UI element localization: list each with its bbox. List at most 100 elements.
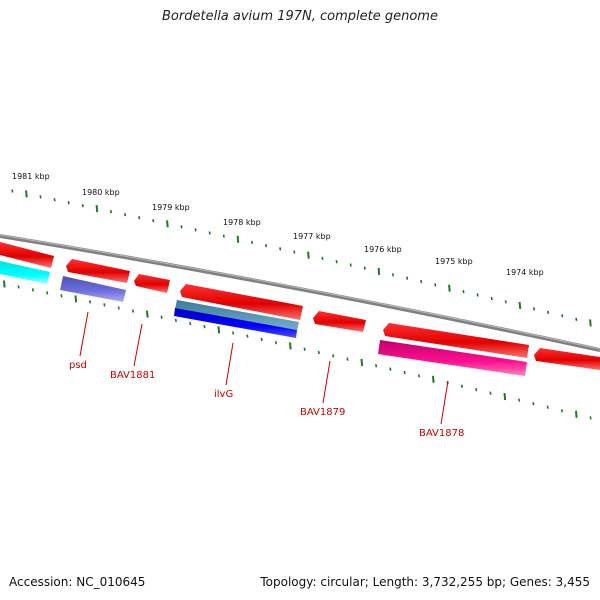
- minor-tick: [462, 289, 465, 294]
- gene-bar-BAV1878[interactable]: [378, 340, 527, 376]
- gene-label-BAV1879[interactable]: BAV1879: [300, 407, 345, 418]
- minor-tick: [53, 198, 56, 202]
- minor-tick: [434, 283, 437, 287]
- gene-bar-ilvG-upper[interactable]: [175, 300, 299, 331]
- minor-tick: [547, 310, 550, 314]
- major-tick: [236, 235, 240, 243]
- minor-tick: [489, 391, 492, 395]
- minor-tick: [250, 240, 254, 245]
- major-tick: [432, 375, 435, 383]
- genome-summary-text: Topology: circular; Length: 3,732,255 bp…: [260, 575, 590, 589]
- minor-tick: [532, 307, 536, 311]
- gene-label-ilvG[interactable]: ilvG: [214, 389, 233, 400]
- minor-tick: [391, 273, 395, 277]
- major-tick: [217, 326, 221, 334]
- minor-tick: [420, 279, 423, 284]
- minor-tick: [546, 405, 549, 409]
- minor-tick: [265, 243, 268, 248]
- major-tick: [377, 267, 381, 276]
- reverse-strand-genes: [0, 261, 527, 376]
- minor-tick: [460, 384, 463, 388]
- gene-bar[interactable]: [0, 261, 50, 284]
- gene-arrow[interactable]: [180, 284, 303, 320]
- minor-tick: [103, 303, 106, 307]
- minor-tick: [490, 296, 493, 301]
- minor-tick: [180, 225, 183, 229]
- minor-tick: [246, 334, 249, 338]
- gene-label-BAV1878[interactable]: BAV1878: [419, 428, 464, 439]
- minor-tick: [349, 263, 352, 267]
- gene-arrow[interactable]: [383, 323, 529, 358]
- minor-tick: [131, 309, 135, 313]
- leader-psd: [79, 311, 89, 357]
- gene-arrow-BAV1881[interactable]: [134, 274, 170, 293]
- minor-tick: [46, 291, 49, 295]
- minor-tick: [561, 314, 564, 318]
- gene-label-BAV1881[interactable]: BAV1881: [110, 370, 155, 381]
- gene-label-leaders: [79, 311, 449, 425]
- leader-ilvG: [225, 342, 234, 386]
- minor-tick: [189, 321, 192, 326]
- minor-tick: [67, 201, 70, 205]
- minor-tick: [194, 228, 197, 232]
- major-tick: [166, 220, 169, 228]
- genome-backbone-highlight: [0, 234, 600, 350]
- map-title: Bordetella avium 197N, complete genome: [162, 9, 438, 24]
- major-tick: [25, 190, 28, 198]
- gene-arrow-BAV1879[interactable]: [313, 311, 366, 332]
- minor-tick: [575, 317, 578, 321]
- minor-tick: [274, 341, 278, 345]
- minor-tick: [532, 402, 535, 406]
- genome-backbone: [0, 234, 600, 352]
- minor-tick: [81, 204, 84, 208]
- gene-arrow[interactable]: [0, 242, 54, 268]
- minor-tick: [303, 347, 306, 351]
- gene-bar-ilvG[interactable]: [174, 308, 297, 338]
- major-tick: [95, 205, 99, 213]
- minor-tick: [518, 398, 521, 402]
- minor-tick: [222, 234, 225, 238]
- major-tick: [518, 301, 522, 309]
- scale-label-1980: 1980 kbp: [82, 188, 120, 197]
- minor-tick: [138, 216, 141, 220]
- accession-text: Accession: NC_010645: [9, 575, 146, 589]
- minor-tick: [406, 276, 409, 280]
- major-tick: [74, 295, 78, 303]
- minor-tick: [293, 250, 296, 254]
- minor-tick: [475, 387, 478, 392]
- minor-tick: [152, 219, 155, 223]
- minor-tick: [363, 266, 366, 270]
- minor-tick: [31, 288, 34, 292]
- forward-strand-genes: [0, 242, 600, 370]
- minor-tick: [279, 247, 282, 251]
- major-tick: [289, 342, 292, 350]
- scale-label-1976: 1976 kbp: [364, 245, 402, 254]
- outer-tick-marks: [11, 189, 592, 327]
- minor-tick: [403, 370, 406, 375]
- minor-tick: [417, 374, 421, 378]
- gene-arrow[interactable]: [66, 259, 130, 283]
- minor-tick: [208, 231, 211, 235]
- minor-tick: [203, 324, 206, 329]
- minor-tick: [335, 260, 338, 264]
- minor-tick: [60, 294, 63, 298]
- scale-label-1977: 1977 kbp: [293, 232, 331, 241]
- minor-tick: [504, 300, 507, 304]
- gene-arrow[interactable]: [534, 348, 600, 370]
- scale-label-1979: 1979 kbp: [152, 203, 190, 212]
- gene-labels: psd BAV1881 ilvG BAV1879 BAV1878: [69, 360, 464, 439]
- minor-tick: [11, 189, 14, 193]
- scale-label-1974: 1974 kbp: [506, 268, 544, 277]
- scale-label-1981: 1981 kbp: [12, 172, 50, 181]
- gene-bar-psd[interactable]: [60, 276, 126, 302]
- minor-tick: [109, 209, 113, 214]
- major-tick: [360, 358, 364, 366]
- minor-tick: [389, 367, 392, 371]
- scale-labels: 1981 kbp 1980 kbp 1979 kbp 1978 kbp 1977…: [12, 172, 544, 277]
- minor-tick: [260, 337, 263, 342]
- gene-label-psd[interactable]: psd: [69, 360, 87, 371]
- minor-tick: [124, 212, 127, 217]
- minor-tick: [317, 350, 320, 355]
- minor-tick: [17, 285, 20, 289]
